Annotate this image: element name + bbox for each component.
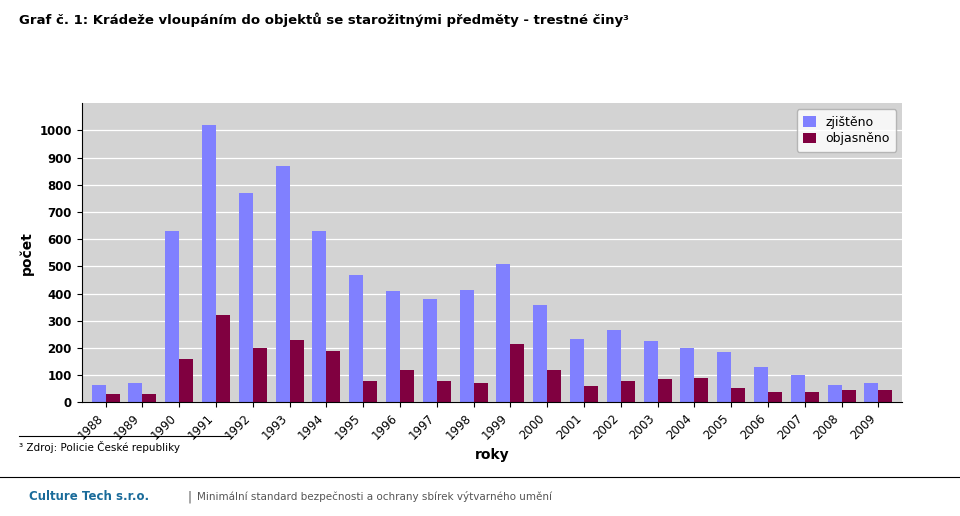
Bar (643, 341, 658, 402)
Text: Culture Tech s.r.o.: Culture Tech s.r.o. (29, 490, 149, 504)
Bar (694, 378, 708, 402)
Bar (754, 367, 768, 402)
Bar (437, 381, 451, 402)
Bar (584, 386, 598, 402)
Bar (202, 125, 216, 402)
Bar (768, 392, 782, 402)
Bar (533, 304, 547, 402)
Text: Minimální standard bezpečnosti a ochrany sbírek výtvarného umění: Minimální standard bezpečnosti a ochrany… (197, 491, 552, 503)
Bar (828, 385, 842, 402)
Bar (732, 388, 745, 402)
Bar (511, 344, 524, 402)
Bar (326, 351, 341, 402)
Bar (460, 289, 473, 402)
Text: ³ Zdroj: Policie České republiky: ³ Zdroj: Policie České republiky (19, 441, 180, 453)
Text: |: | (187, 490, 191, 504)
Bar (422, 299, 437, 402)
Bar (804, 392, 819, 402)
Bar (363, 381, 377, 402)
Bar (129, 383, 142, 402)
Bar (791, 375, 804, 402)
Bar (878, 390, 893, 402)
Bar (386, 291, 400, 402)
Bar (276, 166, 290, 402)
Bar (180, 359, 193, 402)
Bar (312, 231, 326, 402)
Bar (658, 379, 672, 402)
Bar (865, 383, 878, 402)
Bar (681, 348, 694, 402)
Y-axis label: počet: počet (19, 231, 34, 275)
Bar (91, 385, 106, 402)
Bar (717, 352, 732, 402)
Text: Graf č. 1: Krádeže vloupáním do objektů se starožitnými předměty - trestné činy³: Graf č. 1: Krádeže vloupáním do objektů … (19, 13, 629, 27)
Bar (400, 370, 414, 402)
Bar (473, 383, 488, 402)
Bar (142, 394, 156, 402)
Text: 7: 7 (923, 488, 935, 506)
Bar (547, 370, 562, 402)
Bar (216, 315, 230, 402)
Bar (165, 231, 180, 402)
Bar (349, 275, 363, 402)
Bar (239, 193, 252, 402)
Bar (607, 330, 621, 402)
Bar (842, 390, 855, 402)
Bar (621, 381, 635, 402)
Bar (496, 264, 511, 402)
Bar (106, 394, 119, 402)
Legend: zjištěno, objasněno: zjištěno, objasněno (797, 109, 896, 152)
Bar (290, 340, 303, 402)
X-axis label: roky: roky (474, 448, 510, 462)
Bar (252, 348, 267, 402)
Bar (570, 338, 584, 402)
